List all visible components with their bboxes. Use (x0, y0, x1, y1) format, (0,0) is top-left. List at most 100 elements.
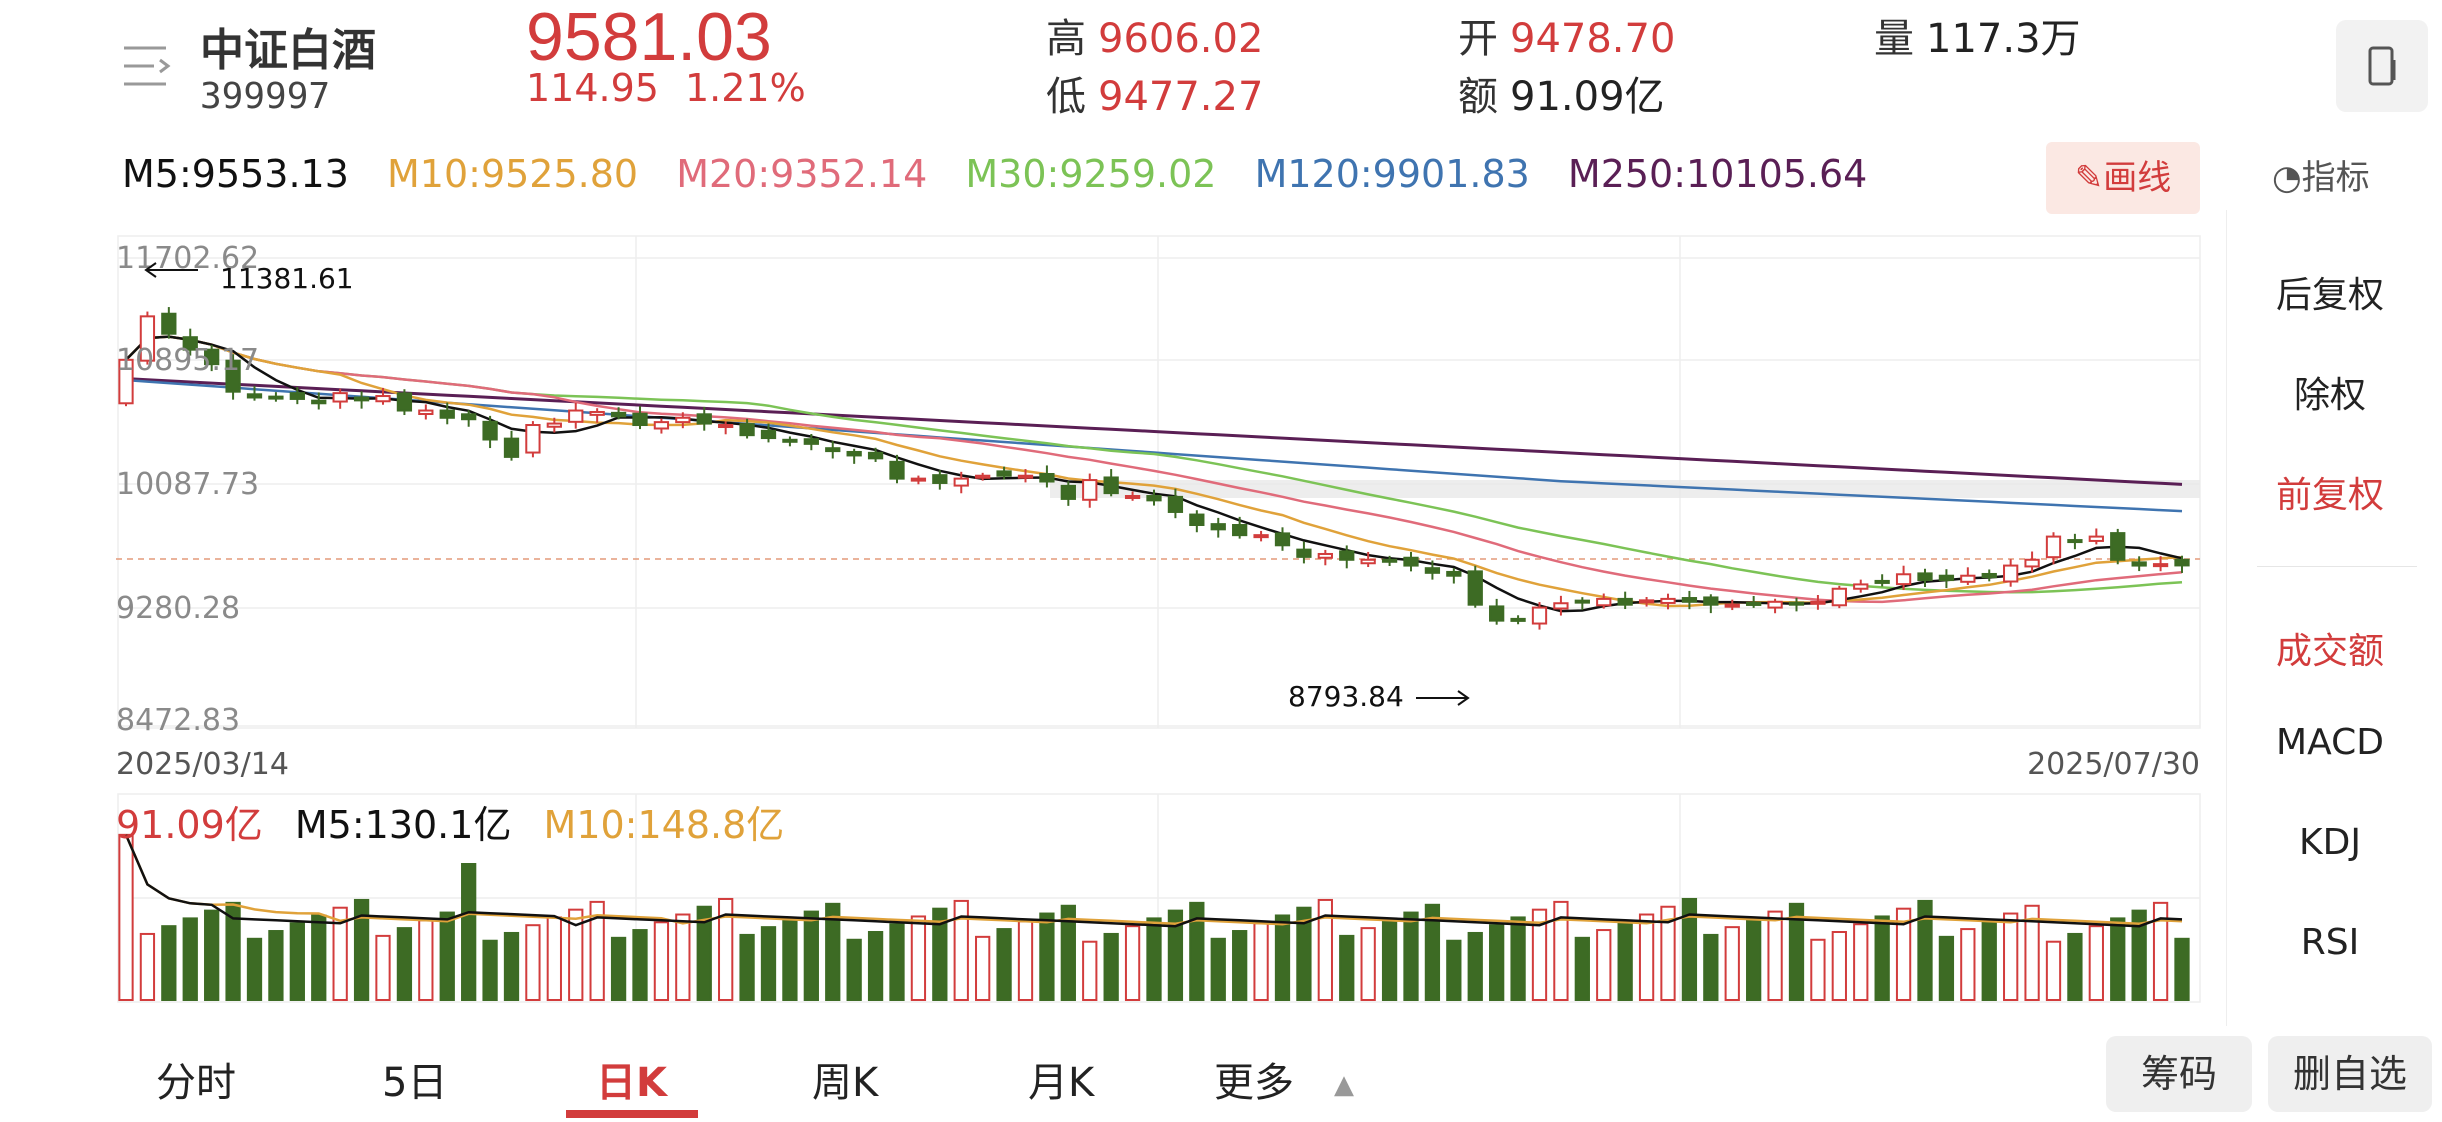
candle-42 (1017, 474, 1034, 479)
volume-bar-51 (1210, 937, 1226, 1001)
high-value: 9606.02 (1098, 16, 1264, 62)
candle-43 (1039, 472, 1055, 483)
volume-bar-36 (889, 923, 905, 1002)
candle-90 (2045, 535, 2062, 559)
side-item-post-adjust[interactable]: 后复权 (2275, 275, 2384, 316)
candle-18 (503, 437, 520, 458)
menu-icon[interactable] (122, 40, 174, 92)
change-pct: 1.21% (684, 66, 806, 110)
tab-daily-k[interactable]: 日K (596, 1060, 667, 1106)
active-tab-indicator (566, 1110, 698, 1118)
side-item-kdj[interactable]: KDJ (2299, 822, 2361, 863)
volume-bars (118, 833, 2190, 1002)
candle-28 (718, 424, 734, 429)
volume-bar-4 (204, 909, 220, 1002)
volume-bar-90 (2045, 940, 2062, 1002)
volume-bar-27 (696, 905, 712, 1001)
side-item-turnover[interactable]: 成交额 (2275, 631, 2384, 672)
candle-34 (846, 450, 862, 457)
min-label: 8793.84 (1288, 680, 1404, 713)
ma120-label: M120:9901.83 (1254, 152, 1530, 196)
volume-bar-35 (867, 931, 884, 1001)
volume-bar-15 (439, 911, 455, 1001)
volume-bar-63 (1467, 931, 1483, 1002)
candle-38 (932, 474, 948, 484)
low-label: 低 (1046, 74, 1086, 120)
tab-intraday[interactable]: 分时 (156, 1060, 236, 1106)
volume-bar-58 (1360, 927, 1376, 1001)
volume-bar-81 (1853, 923, 1869, 1002)
volume-bar-43 (1039, 912, 1055, 1001)
volume-bar-61 (1424, 903, 1441, 1001)
draw-line-button[interactable]: ✎画线 (2046, 142, 2200, 214)
candle-12 (375, 395, 391, 403)
volume-bar-65 (1510, 916, 1526, 1002)
kline-chart[interactable]: 11702.62 10895.17 10087.73 9280.28 8472.… (0, 0, 2226, 1030)
candle-5 (225, 359, 241, 393)
candle-65 (1510, 617, 1526, 622)
candle-41 (996, 470, 1012, 477)
candle-74 (1703, 596, 1719, 606)
tab-5day[interactable]: 5日 (382, 1060, 448, 1106)
index-name: 中证白酒 (200, 25, 376, 76)
volume-bar-72 (1660, 905, 1676, 1001)
volume-bar-0 (118, 833, 134, 1001)
candle-14 (418, 409, 434, 416)
candle-72 (1660, 597, 1676, 604)
volume-bar-64 (1489, 924, 1505, 1002)
candle-82 (1874, 579, 1890, 584)
candle-92 (2088, 535, 2104, 542)
side-item-macd[interactable]: MACD (2276, 722, 2384, 763)
ma-legend: M5:9553.13 M10:9525.80 M20:9352.14 M30:9… (122, 152, 1893, 196)
volume-bar-96 (2174, 937, 2190, 1001)
volume-bar-54 (1274, 914, 1291, 1001)
change-value: 114.95 (526, 66, 659, 110)
ma-lines (125, 335, 2183, 613)
candle-79 (1810, 600, 1826, 605)
volume-bar-92 (2088, 925, 2104, 1002)
volume-bar-50 (1189, 901, 1205, 1001)
candle-1 (139, 315, 156, 362)
candle-73 (1681, 597, 1698, 603)
volume-bar-38 (932, 907, 948, 1002)
volume-bar-69 (1596, 929, 1612, 1001)
candle-54 (1274, 532, 1291, 547)
volume-bar-34 (846, 938, 862, 1001)
chart-grid (117, 235, 2201, 1003)
remove-watchlist-button[interactable]: 删自选 (2268, 1036, 2432, 1112)
volume-bar-85 (1938, 935, 1955, 1001)
candle-30 (760, 429, 777, 440)
indicator-button[interactable]: ◔指标 (2272, 150, 2370, 199)
candle-2 (161, 312, 177, 335)
landscape-toggle-button[interactable] (2336, 20, 2428, 112)
candle-60 (1403, 556, 1419, 567)
volume-bar-78 (1788, 902, 1805, 1001)
tab-monthly-k[interactable]: 月K (1028, 1060, 1095, 1106)
open-label: 开 (1458, 16, 1498, 62)
start-date: 2025/03/14 (116, 747, 289, 782)
volume-bar-46 (1103, 932, 1119, 1002)
phone-rotate-icon (2368, 46, 2396, 86)
side-item-ex-rights[interactable]: 除权 (2293, 375, 2366, 416)
low-value: 9477.27 (1098, 74, 1264, 120)
price-band-highlight (1050, 480, 2200, 498)
volume-bar-88 (2003, 912, 2019, 1001)
candle-86 (1960, 574, 1976, 583)
volume-bar-95 (2152, 901, 2169, 1001)
side-item-pre-adjust[interactable]: 前复权 (2275, 475, 2384, 516)
candle-67 (1553, 602, 1569, 610)
chips-button[interactable]: 筹码 (2106, 1036, 2252, 1112)
tab-more[interactable]: 更多 ▲ (1214, 1050, 1354, 1108)
volume-bar-24 (632, 929, 648, 1001)
candle-51 (1210, 523, 1226, 531)
tab-weekly-k[interactable]: 周K (812, 1060, 879, 1106)
volume-ma5-line (124, 834, 2183, 928)
high-stat: 高 9606.02 (1046, 6, 1263, 64)
candle-61 (1424, 567, 1441, 574)
volume-bar-11 (353, 898, 370, 1002)
volume-bar-23 (610, 936, 627, 1001)
volume-bar-55 (1296, 906, 1312, 1002)
side-item-rsi[interactable]: RSI (2300, 922, 2360, 963)
candle-80 (1831, 587, 1847, 607)
open-stat: 开 9478.70 (1458, 6, 1675, 64)
